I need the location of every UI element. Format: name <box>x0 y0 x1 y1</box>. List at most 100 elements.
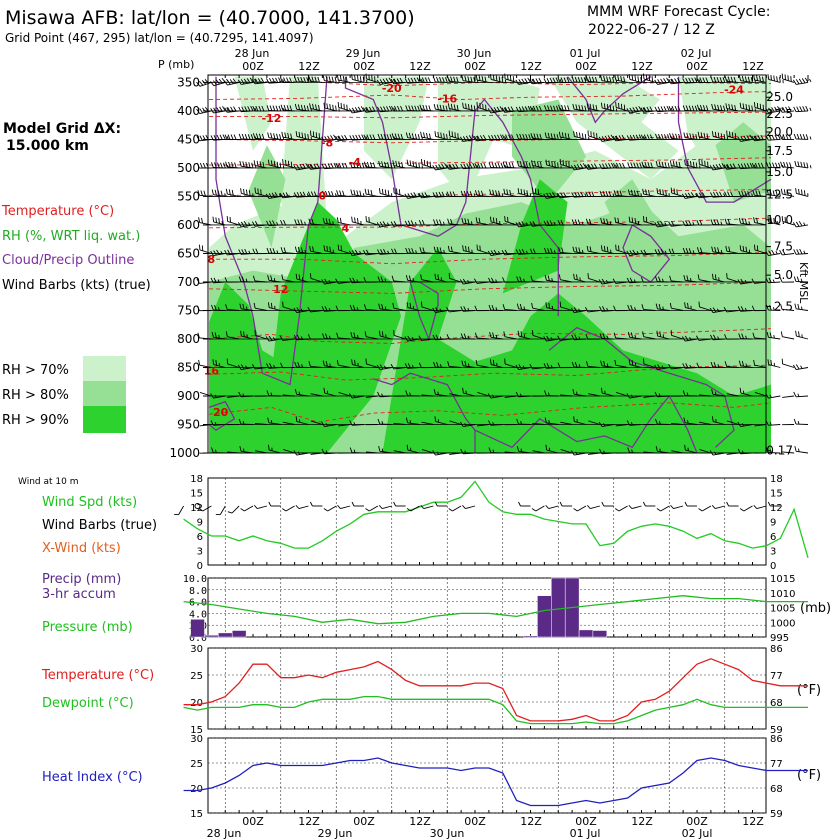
barb-flag <box>410 77 414 84</box>
barb-flag <box>685 77 689 84</box>
barb-flag <box>339 190 342 196</box>
barb-flag <box>368 106 373 112</box>
wind-barb <box>544 390 559 397</box>
barb-flag <box>448 164 451 168</box>
barb-flag <box>223 80 228 86</box>
wind-barb <box>765 249 781 257</box>
wind-barb <box>475 217 489 226</box>
barb-flag <box>548 447 551 451</box>
barb-flag <box>465 135 470 141</box>
barb-flag <box>793 418 797 425</box>
barb-staff <box>255 165 267 169</box>
wind-barb <box>615 392 628 397</box>
barb-flag <box>631 449 633 453</box>
barb-flag <box>550 337 553 341</box>
surface-wind-barb <box>614 505 628 512</box>
barb-flag <box>600 360 603 366</box>
pressure-tick-label: 800 <box>177 332 200 346</box>
barb-flag <box>504 358 506 365</box>
wind-barb <box>501 106 517 113</box>
barb-flag <box>311 76 314 82</box>
barb-flag <box>252 275 256 282</box>
wind-barb <box>792 364 809 371</box>
wind-barb <box>726 393 739 397</box>
surface-wind-barb <box>393 501 406 507</box>
barb-staff <box>296 393 309 397</box>
barb-flag <box>273 161 276 167</box>
barb-flag <box>771 249 775 255</box>
barb-flag <box>609 104 612 111</box>
barb-flag <box>476 164 479 168</box>
wind-barb <box>516 303 531 311</box>
barb-flag <box>742 103 745 109</box>
barb-flag <box>418 362 422 368</box>
wind-barb <box>474 162 489 169</box>
barb-staff <box>643 253 656 256</box>
barb-flag <box>237 79 242 85</box>
barb-staff <box>726 250 739 254</box>
barb-flag <box>532 187 534 193</box>
wind-barb <box>626 134 645 141</box>
wind-barb <box>266 247 281 254</box>
wind-barb <box>572 103 590 112</box>
temperature-contour-label: 0 <box>319 189 327 202</box>
wind-barb <box>281 131 295 140</box>
wind-barb <box>698 301 712 311</box>
barb-flag <box>408 105 411 111</box>
barb-flag <box>762 76 764 82</box>
wind-barb <box>502 304 517 311</box>
barb-flag <box>437 274 440 280</box>
barb-flag <box>584 134 587 140</box>
barb-flag <box>376 79 381 85</box>
wind-barb <box>488 134 507 141</box>
barb-staff <box>477 364 489 368</box>
barb-flag <box>368 216 370 223</box>
wind-barb <box>598 134 618 142</box>
wind-barb <box>516 276 531 283</box>
wind-barb <box>211 331 226 340</box>
barb-flag <box>491 162 495 168</box>
barb-staff <box>282 279 295 283</box>
barb-flag <box>487 108 492 114</box>
wind-barb <box>529 364 545 370</box>
wind-barb <box>529 221 545 227</box>
barb-flag <box>328 218 331 225</box>
barb-flag <box>545 504 549 509</box>
wind-barb <box>267 302 281 311</box>
barb-flag <box>478 217 481 224</box>
barb-flag <box>487 250 492 256</box>
barb-flag <box>343 103 345 110</box>
barb-flag <box>728 103 731 110</box>
barb-flag <box>211 447 214 453</box>
barb-flag <box>667 134 670 140</box>
wind-barb <box>282 421 295 425</box>
barb-flag <box>327 163 331 169</box>
barb-staff <box>268 422 281 425</box>
heat-fahrenheit-label: (°F) <box>797 768 821 783</box>
barb-flag <box>258 105 262 112</box>
barb-flag <box>384 161 387 168</box>
barb-flag <box>766 162 769 168</box>
barb-flag <box>508 134 512 140</box>
barb-staff <box>712 108 725 112</box>
wind-barb <box>211 189 226 197</box>
barb-flag <box>674 78 678 84</box>
wind-barb <box>668 77 684 85</box>
barb-flag <box>346 104 348 111</box>
barb-flag <box>272 77 276 84</box>
wind-barb <box>295 131 312 141</box>
bottom-hour-label: 00Z <box>686 815 708 828</box>
barb-flag <box>753 217 756 223</box>
wind-barb <box>502 161 517 169</box>
barb-flag <box>809 107 812 111</box>
barb-flag <box>809 78 812 83</box>
barb-flag <box>578 364 581 368</box>
barb-flag <box>381 331 384 337</box>
barb-flag <box>560 192 564 198</box>
wind-barb <box>792 77 812 85</box>
barb-staff <box>421 394 434 397</box>
barb-flag <box>494 134 498 141</box>
wind-barb <box>363 134 378 141</box>
barb-flag <box>378 504 383 509</box>
barb-flag <box>547 392 550 396</box>
